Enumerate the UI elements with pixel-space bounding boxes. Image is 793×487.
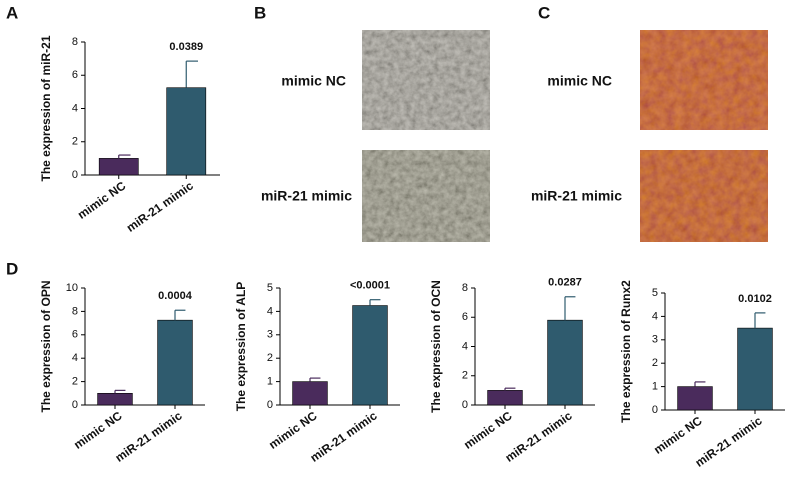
y-axis-label: The expression of OCN <box>429 280 443 413</box>
y-tick-label: 6 <box>72 69 78 81</box>
y-tick-label: 0 <box>652 404 658 416</box>
panel-label: D <box>6 259 18 278</box>
bar <box>737 327 773 411</box>
y-tick-label: 10 <box>66 282 78 294</box>
x-tick-label: mimic NC <box>71 408 125 451</box>
panel-label: B <box>254 3 266 22</box>
x-tick-label: miR-21 mimic <box>693 413 765 469</box>
y-axis-label: The expression of ALP <box>234 282 248 412</box>
x-tick-label: mimic NC <box>461 408 515 451</box>
y-tick-label: 4 <box>267 305 273 317</box>
x-tick-label: mimic NC <box>75 178 129 221</box>
bar <box>292 381 328 406</box>
y-tick-label: 4 <box>652 310 658 322</box>
annotation: 0.0102 <box>738 293 772 305</box>
image-c-top <box>640 30 768 130</box>
bar <box>487 390 523 406</box>
y-axis-label: The expression of miR-21 <box>39 35 53 181</box>
x-tick-label: mimic NC <box>651 413 705 456</box>
y-tick-label: 3 <box>652 334 658 346</box>
y-tick-label: 0 <box>72 399 78 411</box>
image-row-label: mimic NC <box>281 73 346 89</box>
x-tick-label: miR-21 mimic <box>503 408 575 464</box>
image-c-bottom <box>640 150 768 242</box>
annotation: 0.0287 <box>548 277 582 289</box>
y-tick-label: 1 <box>652 381 658 393</box>
image-row-label: mimic NC <box>547 73 612 89</box>
x-tick-label: mimic NC <box>266 408 320 451</box>
y-tick-label: 4 <box>72 352 78 364</box>
y-tick-label: 2 <box>72 376 78 388</box>
annotation: 0.0004 <box>158 290 193 302</box>
y-tick-label: 2 <box>462 370 468 382</box>
image-b-top <box>362 30 490 130</box>
y-tick-label: 2 <box>72 136 78 148</box>
y-tick-label: 5 <box>267 282 273 294</box>
bar <box>677 386 713 411</box>
y-tick-label: 8 <box>72 36 78 48</box>
y-tick-label: 3 <box>267 329 273 341</box>
x-tick-label: miR-21 mimic <box>124 178 196 234</box>
y-tick-label: 5 <box>652 287 658 299</box>
y-tick-label: 0 <box>267 399 273 411</box>
annotation: 0.0389 <box>169 41 203 53</box>
image-row-label: miR-21 mimic <box>531 188 622 204</box>
x-tick-label: miR-21 mimic <box>308 408 380 464</box>
bar <box>97 392 133 406</box>
y-tick-label: 2 <box>652 357 658 369</box>
x-tick-label: miR-21 mimic <box>113 408 185 464</box>
image-b-bottom <box>362 150 490 242</box>
y-tick-label: 6 <box>72 329 78 341</box>
y-tick-label: 4 <box>462 340 468 352</box>
y-tick-label: 8 <box>72 305 78 317</box>
bar <box>98 158 139 176</box>
y-tick-label: 6 <box>462 311 468 323</box>
y-tick-label: 0 <box>462 399 468 411</box>
y-tick-label: 2 <box>267 352 273 364</box>
panel-label: C <box>538 3 550 22</box>
bar <box>166 87 207 176</box>
annotation: <0.0001 <box>350 280 390 292</box>
bar <box>352 305 388 406</box>
y-axis-label: The expression of Runx2 <box>619 280 633 423</box>
y-axis-label: The expression of OPN <box>39 280 53 412</box>
bar <box>157 319 193 406</box>
image-row-label: miR-21 mimic <box>261 188 352 204</box>
y-tick-label: 1 <box>267 376 273 388</box>
y-tick-label: 8 <box>462 282 468 294</box>
panel-label: A <box>6 3 18 22</box>
y-tick-label: 4 <box>72 102 78 114</box>
bar <box>547 319 583 406</box>
y-tick-label: 0 <box>72 169 78 181</box>
